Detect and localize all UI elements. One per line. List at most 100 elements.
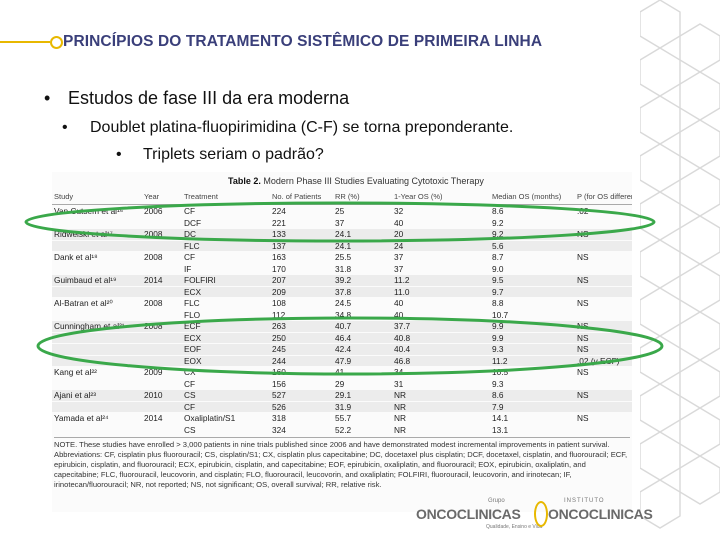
table-cell: 112 [272, 309, 286, 320]
table-cell: 25 [335, 206, 345, 216]
table-row: Van Cutsem et al¹⁶ 2006 CF 224 25 32 8.6 .02 [52, 206, 632, 217]
table-cell: 31 [394, 378, 404, 389]
oncoclinicas-logo: ONCOCLINICAS [416, 506, 521, 522]
instituto-oncoclinicas-logo: ONCOCLINICAS [548, 506, 653, 522]
grupo-label: Grupo [488, 498, 505, 504]
table-cell: FLC [184, 298, 200, 308]
table-cell: 31.9 [335, 401, 352, 412]
table-cell: 5.6 [492, 240, 504, 251]
table-cell: IF [184, 263, 192, 274]
table-row: Guimbaud et al¹⁹ 2014 FOLFIRI 207 39.2 11.2 9.… [52, 275, 632, 286]
table-row: FLO 112 34.8 40 10.7 [52, 310, 632, 321]
table-row: CF 526 31.9 NR 7.9 [52, 401, 632, 412]
table-cell: 31.8 [335, 263, 352, 274]
table-cell: NS [577, 275, 589, 285]
table-cell: 11.2 [492, 355, 508, 366]
table-cell: 526 [272, 401, 286, 412]
table-row: Kang et al²² 2009 CX 160 41 34 10.5 NS [52, 367, 632, 378]
table-cell: 55.7 [335, 413, 352, 423]
bullet-level3: • Triplets seriam o padrão? [116, 146, 324, 164]
table-cell: 221 [272, 217, 286, 228]
table-cell: CF [184, 252, 196, 262]
phase3-studies-table: Table 2. Modern Phase III Studies Evalua… [52, 172, 632, 512]
table-cell: Yamada et al²⁴ [54, 413, 109, 423]
table-caption-label: Table 2. [228, 176, 261, 186]
table-cell: 263 [272, 321, 286, 331]
table-cell: 207 [272, 275, 286, 285]
table-cell: 34.8 [335, 309, 352, 320]
table-cell: Ridwelski et al¹⁷ [54, 229, 113, 239]
table-cell: 24.1 [335, 240, 352, 251]
table-notes: NOTE. These studies have enrolled > 3,00… [54, 437, 630, 490]
table-cell: 160 [272, 367, 286, 377]
table-cell: FLC [184, 240, 200, 251]
table-row: Cunningham et al²¹ 2008 ECF 263 40.7 37.7 9.9 N… [52, 321, 632, 332]
footer-logos: Grupo ONCOCLINICAS Qualidade, Ensino e V… [416, 498, 666, 530]
hexagon-pattern-decoration [640, 0, 720, 529]
table-cell: 40.8 [394, 332, 411, 343]
table-cell: 137 [272, 240, 286, 251]
table-cell: NS [577, 344, 589, 354]
table-cell: 8.8 [492, 298, 504, 308]
tagline: Qualidade, Ensino e Vida [486, 524, 543, 530]
table-cell: 170 [272, 263, 286, 274]
table-cell: 9.0 [492, 263, 504, 274]
table-cell: Kang et al²² [54, 367, 97, 377]
table-cell: 9.7 [492, 286, 504, 297]
table-cell: 32 [394, 206, 404, 216]
instituto-label: INSTITUTO [564, 498, 605, 504]
table-cell: EOX [184, 355, 202, 366]
table-header-cell: Median OS (months) [492, 192, 562, 201]
table-cell: 318 [272, 413, 286, 423]
table-cell: DC [184, 229, 196, 239]
table-row: CS 324 52.2 NR 13.1 [52, 425, 632, 436]
table-cell: Ajani et al²³ [54, 390, 96, 400]
table-cell: 11.0 [394, 286, 410, 297]
table-header-cell: Treatment [184, 192, 218, 201]
table-cell: NS [577, 367, 589, 377]
table-row: Ridwelski et al¹⁷ 2008 DC 133 24.1 20 9.2 NS [52, 229, 632, 240]
table-cell: CF [184, 378, 196, 389]
table-cell: 2008 [144, 252, 163, 262]
table-cell: 20 [394, 229, 404, 239]
table-header-cell: 1-Year OS (%) [394, 192, 443, 201]
table-cell: 40 [394, 217, 404, 228]
table-cell: 108 [272, 298, 286, 308]
table-cell: 9.3 [492, 344, 504, 354]
table-cell: NR [394, 424, 406, 435]
table-cell: 24.5 [335, 298, 352, 308]
table-cell: 10.7 [492, 309, 509, 320]
table-cell: NR [394, 413, 406, 423]
table-cell: 2008 [144, 298, 163, 308]
table-cell: 245 [272, 344, 286, 354]
table-cell: NS [577, 229, 589, 239]
table-cell: 24 [394, 240, 404, 251]
table-row: DCF 221 37 40 9.2 [52, 218, 632, 229]
table-cell: 40.7 [335, 321, 352, 331]
table-cell: 37.7 [394, 321, 411, 331]
instituto-logo-mark [534, 501, 548, 527]
table-cell: NS [577, 298, 589, 308]
table-cell: 47.9 [335, 355, 352, 366]
table-cell: FLO [184, 309, 201, 320]
table-cell: EOF [184, 344, 202, 354]
table-cell: NR [394, 401, 406, 412]
table-cell: 209 [272, 286, 286, 297]
table-cell: Van Cutsem et al¹⁶ [54, 206, 124, 216]
table-header-cell: No. of Patients [272, 192, 322, 201]
table-cell: 24.1 [335, 229, 352, 239]
table-cell: DCF [184, 217, 202, 228]
table-cell: ECF [184, 321, 201, 331]
table-cell: CX [184, 367, 196, 377]
table-row: Dank et al¹⁸ 2008 CF 163 25.5 37 8.7 NS [52, 252, 632, 263]
table-header-row: Study Year Treatment No. of Patients RR … [52, 190, 632, 205]
table-cell: 14.1 [492, 413, 509, 423]
table-cell: 9.9 [492, 321, 504, 331]
table-cell: 37 [335, 217, 345, 228]
table-cell: Guimbaud et al¹⁹ [54, 275, 117, 285]
table-cell: 37.8 [335, 286, 352, 297]
table-cell: Dank et al¹⁸ [54, 252, 98, 262]
table-cell: 41 [335, 367, 345, 377]
table-cell: 224 [272, 206, 286, 216]
table-cell: Oxaliplatin/S1 [184, 413, 236, 423]
